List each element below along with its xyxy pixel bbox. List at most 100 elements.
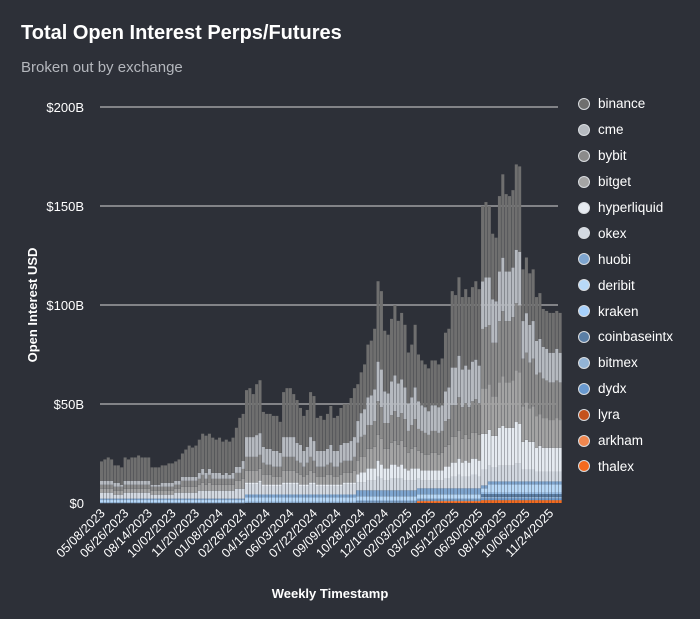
bar-segment-deribit[interactable]: [416, 494, 421, 499]
bar-segment-bybit[interactable]: [309, 456, 313, 471]
bar-segment-hyperliquid[interactable]: [433, 470, 437, 481]
bar-segment-binance[interactable]: [123, 457, 127, 481]
bar-segment-deribit[interactable]: [390, 496, 394, 501]
bar-segment-deribit[interactable]: [349, 497, 353, 502]
bar-segment-thalex[interactable]: [437, 501, 441, 503]
bar-segment-bitget[interactable]: [447, 444, 451, 467]
bar-segment-hyperliquid[interactable]: [305, 484, 309, 487]
bar-segment-deribit[interactable]: [555, 484, 559, 493]
bar-segment-binance[interactable]: [126, 459, 130, 481]
bar-segment-cme[interactable]: [258, 433, 262, 455]
bar-segment-hyperliquid[interactable]: [545, 447, 549, 472]
bar-segment-thalex[interactable]: [467, 501, 471, 503]
bar-segment-okex[interactable]: [450, 476, 454, 489]
bar-segment-deribit[interactable]: [322, 497, 326, 502]
bar-segment-deribit[interactable]: [207, 500, 211, 503]
bar-segment-arkham[interactable]: [541, 500, 545, 501]
bar-segment-bitmex[interactable]: [359, 502, 363, 503]
bar-segment-bybit[interactable]: [194, 480, 198, 487]
bar-segment-bitmex[interactable]: [177, 502, 181, 504]
bar-segment-okex[interactable]: [430, 480, 434, 489]
bar-segment-bybit[interactable]: [282, 456, 286, 471]
legend-item-bybit[interactable]: bybit: [578, 143, 673, 169]
bar-segment-huobi[interactable]: [248, 494, 252, 498]
bar-segment-bitmex[interactable]: [322, 502, 326, 503]
bar-segment-cme[interactable]: [487, 277, 491, 325]
bar-segment-cme[interactable]: [322, 450, 326, 467]
bar-segment-bitget[interactable]: [396, 444, 400, 467]
bar-segment-huobi[interactable]: [133, 498, 137, 501]
bar-segment-kraken[interactable]: [123, 502, 127, 503]
bar-segment-kraken[interactable]: [282, 501, 286, 503]
bar-stack[interactable]: [288, 388, 292, 503]
bar-segment-deribit[interactable]: [100, 500, 104, 503]
bar-segment-cme[interactable]: [218, 472, 222, 479]
bar-segment-bitmex[interactable]: [325, 502, 329, 503]
bar-segment-kraken[interactable]: [329, 501, 333, 503]
bar-segment-bitget[interactable]: [238, 480, 242, 489]
bar-segment-cme[interactable]: [157, 484, 161, 487]
bar-segment-arkham[interactable]: [433, 501, 437, 502]
bar-segment-deribit[interactable]: [339, 497, 343, 502]
bar-stack[interactable]: [450, 291, 454, 503]
bar-segment-binance[interactable]: [346, 404, 350, 444]
bar-segment-okex[interactable]: [201, 490, 205, 499]
bar-stack[interactable]: [400, 312, 404, 503]
bar-segment-bitget[interactable]: [474, 432, 478, 459]
bar-stack[interactable]: [221, 441, 225, 504]
bar-stack[interactable]: [390, 318, 394, 503]
bar-stack[interactable]: [194, 445, 198, 504]
bar-segment-kraken[interactable]: [100, 502, 104, 503]
bar-segment-bybit[interactable]: [373, 421, 377, 447]
bar-segment-binance[interactable]: [470, 287, 474, 362]
bar-segment-deribit[interactable]: [241, 500, 245, 503]
bar-segment-kraken[interactable]: [457, 498, 461, 500]
bar-segment-kraken[interactable]: [406, 500, 410, 502]
bar-segment-binance[interactable]: [292, 394, 296, 438]
bar-segment-bitget[interactable]: [437, 454, 441, 471]
bar-segment-arkham[interactable]: [524, 500, 528, 501]
bar-segment-bitmex[interactable]: [342, 502, 346, 503]
bar-segment-binance[interactable]: [342, 404, 346, 444]
bar-segment-huobi[interactable]: [170, 498, 174, 501]
bar-segment-binance[interactable]: [501, 174, 505, 258]
bar-stack[interactable]: [218, 437, 222, 504]
bar-segment-cme[interactable]: [450, 367, 454, 406]
bar-segment-cme[interactable]: [180, 476, 184, 481]
bar-segment-coinbaseintx[interactable]: [386, 501, 390, 503]
bar-segment-deribit[interactable]: [231, 500, 235, 503]
bar-segment-bitget[interactable]: [349, 472, 353, 483]
bar-segment-bitget[interactable]: [548, 420, 552, 448]
bar-segment-kraken[interactable]: [255, 501, 259, 503]
bar-segment-huobi[interactable]: [214, 498, 218, 501]
bar-segment-hyperliquid[interactable]: [288, 482, 292, 485]
bar-segment-bitget[interactable]: [113, 490, 117, 495]
bar-segment-bitmex[interactable]: [278, 502, 282, 503]
bar-segment-kraken[interactable]: [366, 500, 370, 502]
bar-segment-kraken[interactable]: [400, 500, 404, 502]
bar-segment-okex[interactable]: [410, 480, 414, 491]
bar-segment-huobi[interactable]: [329, 494, 333, 498]
bar-stack[interactable]: [164, 465, 168, 504]
bar-segment-bybit[interactable]: [113, 486, 117, 491]
legend-item-hyperliquid[interactable]: hyperliquid: [578, 195, 673, 221]
bar-segment-bybit[interactable]: [521, 358, 525, 407]
bar-segment-huobi[interactable]: [501, 481, 505, 485]
bar-segment-cme[interactable]: [295, 443, 299, 461]
bar-segment-huobi[interactable]: [116, 498, 120, 501]
bar-segment-okex[interactable]: [555, 471, 559, 482]
bar-segment-okex[interactable]: [541, 471, 545, 482]
bar-segment-deribit[interactable]: [120, 500, 124, 503]
bar-segment-bitmex[interactable]: [261, 502, 265, 503]
bar-segment-bitget[interactable]: [329, 474, 333, 485]
bar-stack[interactable]: [383, 330, 387, 503]
bar-segment-kraken[interactable]: [430, 498, 434, 500]
bar-segment-huobi[interactable]: [481, 485, 485, 489]
bar-segment-kraken[interactable]: [555, 492, 559, 494]
bar-segment-binance[interactable]: [379, 291, 383, 370]
bar-stack[interactable]: [315, 417, 319, 503]
bar-segment-cme[interactable]: [535, 340, 539, 375]
bar-segment-dydx[interactable]: [521, 498, 525, 501]
bar-segment-deribit[interactable]: [356, 496, 360, 501]
bar-segment-binance[interactable]: [147, 457, 151, 481]
